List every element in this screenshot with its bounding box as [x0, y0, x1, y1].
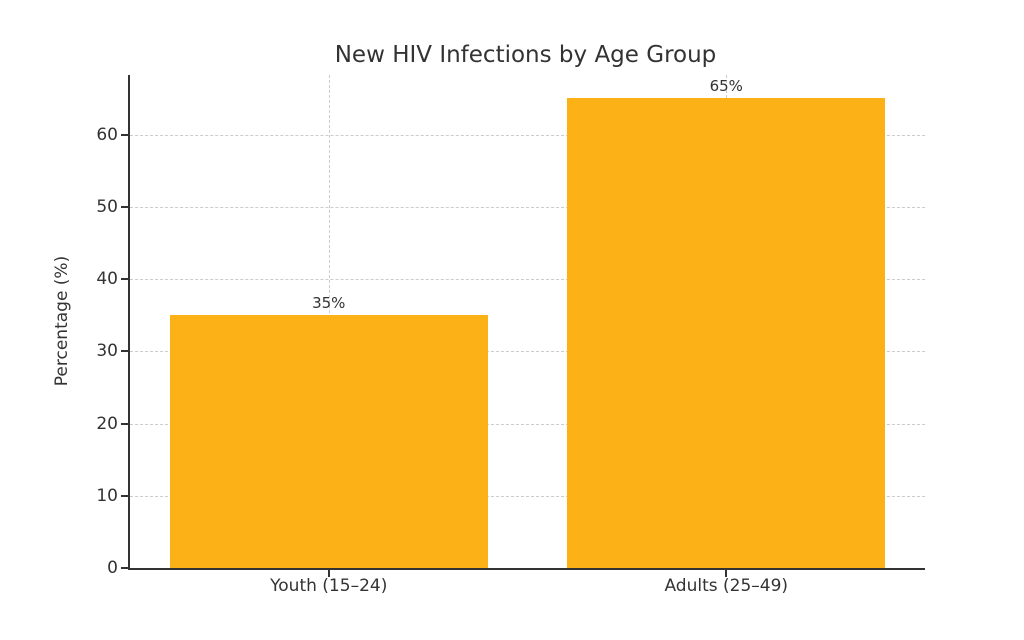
horizontal-gridline — [130, 279, 925, 281]
y-axis-tick — [121, 350, 128, 353]
x-axis-tick — [327, 570, 330, 577]
y-axis-tick — [121, 422, 128, 425]
y-axis-label: Percentage (%) — [52, 255, 72, 387]
bar-value-label: 65% — [709, 77, 743, 96]
y-tick-label: 10 — [96, 485, 118, 506]
plot-area: 0 10 20 30 40 50 60 35% Youth (15–24) 65% Adults (… — [96, 75, 925, 596]
y-axis-tick — [121, 278, 128, 281]
y-axis-tick — [121, 567, 128, 569]
horizontal-gridline — [130, 134, 925, 136]
horizontal-gridline — [130, 495, 925, 497]
bar-youth — [169, 315, 488, 568]
y-tick-label: 50 — [96, 196, 118, 217]
y-axis-tick — [121, 205, 128, 208]
bar-adults — [567, 98, 886, 568]
bar-value-label: 35% — [312, 294, 346, 313]
chart-title: New HIV Infections by Age Group — [334, 42, 717, 68]
y-tick-label: 0 — [107, 558, 118, 578]
x-tick-label: Adults (25–49) — [664, 576, 789, 596]
x-axis-tick — [725, 570, 728, 577]
horizontal-gridline — [130, 423, 925, 425]
y-tick-label: 60 — [96, 124, 118, 145]
y-axis-tick — [121, 494, 128, 497]
y-tick-label: 40 — [96, 269, 118, 290]
y-tick-label: 30 — [96, 341, 118, 362]
y-axis-tick — [121, 133, 128, 136]
y-tick-label: 20 — [96, 413, 118, 434]
x-tick-label: Youth (15–24) — [270, 576, 388, 596]
horizontal-gridline — [130, 351, 925, 353]
horizontal-gridline — [130, 206, 925, 208]
